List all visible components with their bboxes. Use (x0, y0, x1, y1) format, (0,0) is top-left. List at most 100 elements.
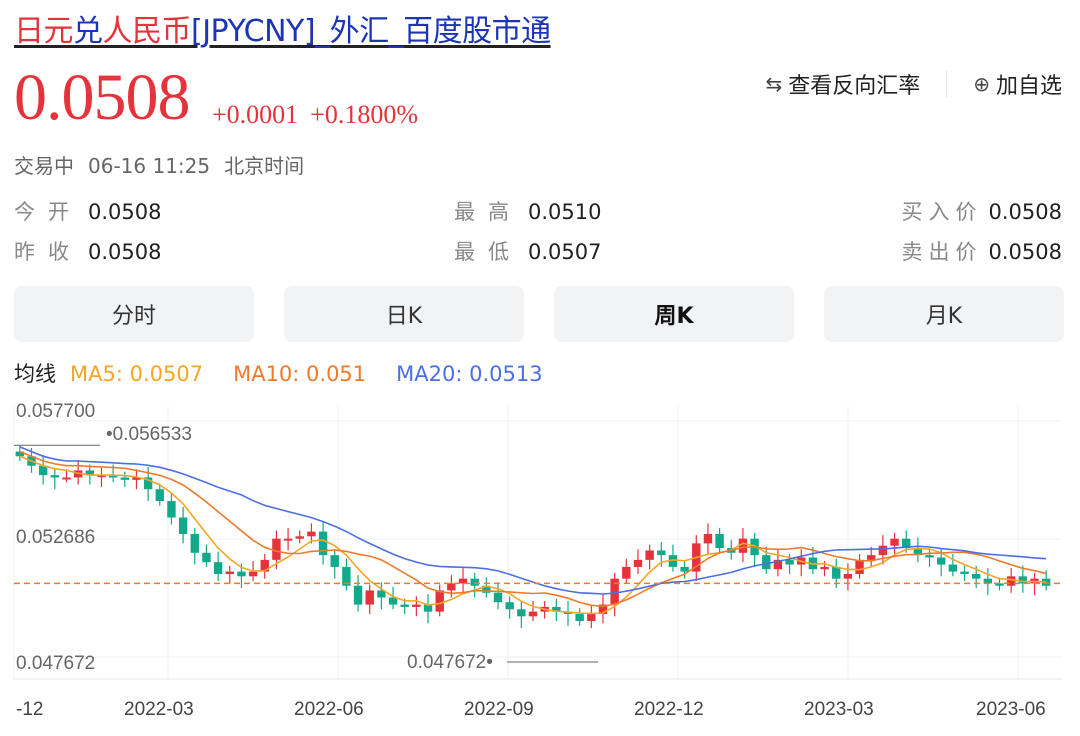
candle (575, 608, 584, 626)
candle-body (610, 578, 619, 605)
candle (762, 546, 771, 574)
candle (318, 521, 328, 565)
header-actions: ⇆ 查看反向汇率 ⊕ 加自选 (765, 68, 1062, 100)
candle (750, 532, 759, 567)
candle (50, 469, 60, 490)
candle (330, 549, 339, 579)
candle (458, 568, 468, 593)
candle (62, 469, 71, 483)
candle (213, 551, 223, 582)
candle (202, 544, 211, 567)
x-tick-label: -12 (16, 699, 43, 720)
candle (598, 593, 608, 624)
current-price: 0.0508 (14, 61, 190, 134)
y-tick-label: 0.057700 (16, 401, 95, 422)
x-tick-label: 2022-06 (294, 699, 364, 720)
tab-intraday[interactable]: 分时 (14, 286, 254, 342)
candle-body (15, 451, 25, 457)
prev-close-label: 昨收 (14, 240, 82, 264)
low-label: 最低 (454, 240, 522, 264)
candle-body (680, 566, 689, 572)
prev-close-value: 0.0508 (88, 240, 162, 264)
candle-body (878, 545, 888, 556)
candle-body (85, 470, 95, 476)
candle-body (913, 548, 923, 556)
candle-body (330, 555, 339, 567)
candle-body (178, 517, 188, 534)
candle (120, 471, 129, 487)
candle-body (598, 604, 608, 614)
candle-body (342, 566, 351, 586)
title-suffix[interactable]: [JPYCNY]_外汇_百度股市通 (191, 14, 551, 49)
x-tick-label: 2022-09 (464, 699, 534, 720)
title-base-currency[interactable]: 日元 (14, 14, 74, 49)
ma10-line (19, 450, 1047, 608)
candle-body (237, 571, 246, 577)
candle-body (167, 501, 176, 518)
quote-row-2: 昨收 0.0508 最低 0.0507 卖出价 0.0508 (14, 236, 1062, 266)
candle-body (715, 533, 724, 549)
candle-body (62, 477, 71, 480)
candle-body (493, 592, 503, 603)
add-watchlist-label: 加自选 (995, 74, 1062, 99)
low-value: 0.0507 (528, 240, 602, 264)
candle-body (435, 590, 444, 612)
candle-body (482, 585, 491, 593)
candle-body (960, 571, 969, 574)
candle-body (120, 477, 129, 480)
candle (38, 455, 48, 485)
candle-body (50, 475, 60, 478)
candle-body (657, 550, 666, 556)
candle-body (902, 538, 911, 549)
ask-label: 卖出价 (901, 240, 983, 264)
candle-body (190, 533, 199, 553)
candle (622, 558, 631, 584)
candle (167, 492, 176, 525)
kline-chart[interactable]: 0.057700 0.052686 0.047672 •0.056533 0.04767… (0, 395, 1080, 725)
candle (738, 528, 748, 563)
tab-weekly-k[interactable]: 周K (554, 286, 794, 342)
page-title[interactable]: 日元兑人民币[JPYCNY]_外汇_百度股市通 (14, 12, 551, 52)
candle (610, 572, 619, 617)
timezone: 北京时间 (224, 154, 305, 178)
title-quote-currency[interactable]: 人民币 (102, 14, 192, 49)
candle-body (155, 489, 164, 502)
trading-state: 交易中 (14, 154, 74, 178)
price-change: +0.0001 +0.1800% (212, 100, 418, 130)
ma-label: 均线 (14, 362, 56, 386)
candle-body (353, 585, 363, 605)
open-label: 今开 (14, 200, 82, 224)
tab-monthly-k[interactable]: 月K (824, 286, 1064, 342)
candle (668, 544, 678, 572)
candle-body (773, 559, 783, 570)
change-percent: +0.1800% (310, 100, 418, 129)
candle-body (762, 555, 771, 570)
x-tick-label: 2023-03 (804, 699, 874, 720)
max-value-label: •0.056533 (106, 424, 192, 445)
candle (890, 532, 899, 558)
candle (925, 549, 934, 567)
candle (960, 565, 969, 582)
candle-body (458, 578, 468, 584)
open-value: 0.0508 (88, 200, 162, 224)
add-watchlist-button[interactable]: ⊕ 加自选 (973, 68, 1062, 100)
candle-body (505, 602, 514, 610)
candle (715, 528, 724, 553)
candle (353, 575, 363, 612)
candle-body (272, 538, 281, 560)
candle (295, 530, 304, 544)
candle (587, 605, 596, 629)
title-connector[interactable]: 兑 (73, 14, 103, 49)
ma10-value: MA10: 0.051 (233, 362, 367, 386)
candle-body (143, 477, 153, 490)
candle-body (937, 557, 946, 565)
ma20-line (19, 446, 1047, 595)
candle-body (948, 564, 958, 572)
candle-body (552, 606, 561, 612)
tab-daily-k[interactable]: 日K (284, 286, 524, 342)
reverse-rate-button[interactable]: ⇆ 查看反向汇率 (765, 68, 920, 100)
candle-body (832, 566, 841, 579)
candle-body (97, 475, 106, 478)
candle (948, 553, 958, 577)
ma5-line (19, 455, 1047, 615)
